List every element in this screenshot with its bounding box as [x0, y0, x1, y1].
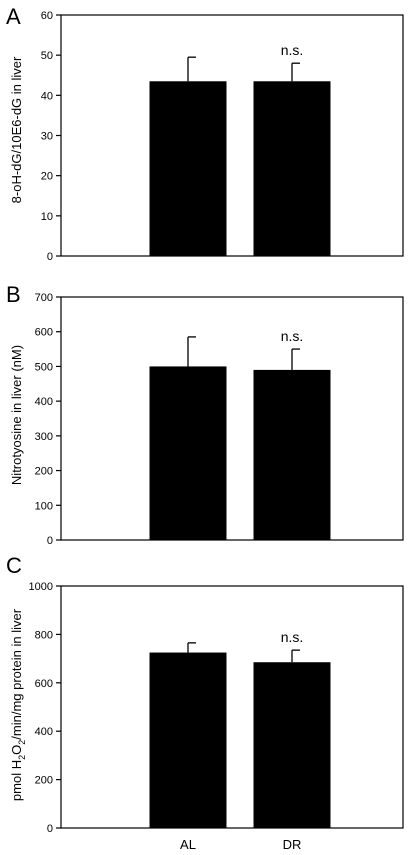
- panel-a-ytick-label: 20: [41, 171, 53, 183]
- panel-b-annotation: n.s.: [281, 328, 304, 344]
- panel-a-ytick-label: 30: [41, 131, 53, 143]
- panel-c-ytick-label: 200: [35, 775, 53, 787]
- panel-b-ytick-label: 400: [35, 396, 53, 408]
- panel-c-ytick-label: 800: [35, 629, 53, 641]
- panel-c-annotation: n.s.: [281, 629, 304, 645]
- panel-b-plot: 0 100 200 300 400 500 600 700 n.s.: [35, 292, 404, 547]
- panel-c-bar-dr: [253, 662, 331, 828]
- panel-b-ytick-label: 0: [47, 535, 53, 547]
- panel-c-ylabel-mid: O: [9, 745, 24, 755]
- panel-b-ytick-label: 200: [35, 466, 53, 478]
- panel-a-ytick-label: 60: [41, 10, 53, 22]
- panel-c: C pmol H2O2/min/mg protein in liver 0200…: [6, 553, 404, 852]
- panel-a-bar-dr: [253, 81, 331, 257]
- panel-a-ytick-label: 50: [41, 50, 53, 62]
- panel-a-ytick-label: 40: [41, 90, 53, 102]
- panel-a-plot-frame: [60, 14, 404, 257]
- panel-c-xtick-label: AL: [180, 837, 196, 852]
- panel-a-plot: 0 10 20 30 40 50 60 n.s.: [41, 10, 404, 263]
- panel-c-ytick-label: 1000: [29, 581, 53, 593]
- panel-letter-a: A: [6, 4, 21, 29]
- panel-c-plot: 0 200 400 600 800 1000 n.s. AL DR: [29, 581, 404, 852]
- panel-c-plot-frame: [60, 585, 404, 829]
- panel-a-ylabel: 8-oH-dG/10E6-dG in liver: [9, 56, 24, 203]
- panel-letter-b: B: [6, 282, 21, 307]
- panel-b-ylabel: Nitrotyosine in liver (nM): [9, 345, 24, 485]
- panel-a-ytick-label: 0: [47, 251, 53, 263]
- panel-c-xtick-label: DR: [283, 837, 302, 852]
- panel-b: B Nitrotyosine in liver (nM) 0 100 200 300 4…: [6, 282, 404, 547]
- panel-letter-c: C: [6, 553, 22, 578]
- panel-a-ytick-label: 10: [41, 211, 53, 223]
- panel-c-ylabel-pre: pmol H: [9, 760, 24, 801]
- panel-b-ytick-label: 500: [35, 361, 53, 373]
- panel-a-bar-al: [149, 81, 227, 257]
- panel-c-ylabel: pmol H2O2/min/mg protein in liver: [9, 608, 27, 801]
- panel-b-ytick-label: 700: [35, 292, 53, 304]
- panel-a-annotation: n.s.: [281, 42, 304, 58]
- panel-c-ytick-label: 0: [47, 823, 53, 835]
- panel-c-ylabel-sub2: 2: [17, 740, 27, 745]
- panel-b-ytick-label: 300: [35, 431, 53, 443]
- panel-b-plot-frame: [60, 296, 404, 541]
- panel-b-bar-al: [149, 366, 227, 540]
- panel-c-ylabel-post: /min/mg protein in liver: [9, 608, 24, 739]
- panel-c-ylabel-sub1: 2: [17, 755, 27, 760]
- panel-b-ytick-label: 600: [35, 327, 53, 339]
- panel-c-ytick-label: 600: [35, 678, 53, 690]
- panel-b-ytick-label: 100: [35, 500, 53, 512]
- panel-b-bar-dr: [253, 369, 331, 540]
- panel-c-bar-al: [149, 652, 227, 828]
- panel-c-ytick-label: 400: [35, 726, 53, 738]
- panel-a: A 8-oH-dG/10E6-dG in liver 0 10 20 30 40 50 60…: [6, 4, 404, 263]
